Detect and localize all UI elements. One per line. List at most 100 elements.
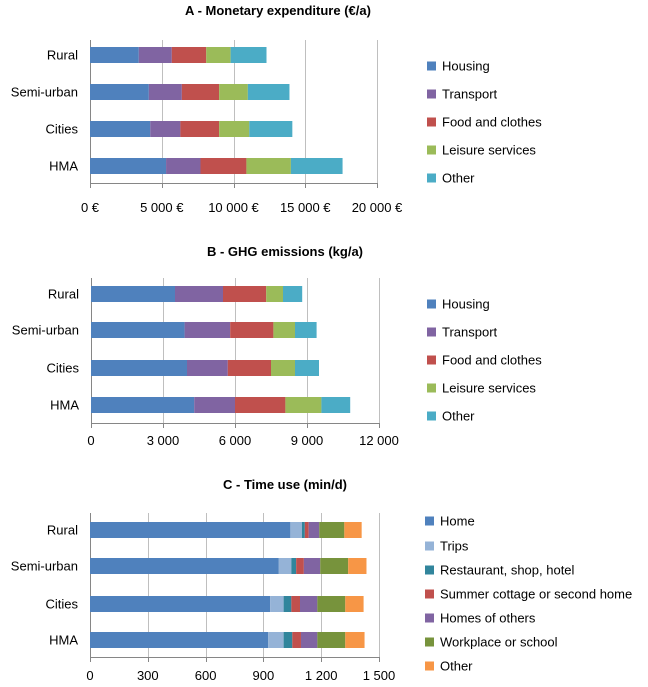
legend-label: Housing xyxy=(442,59,490,74)
legend-swatch xyxy=(427,355,436,365)
x-tick-label: 0 xyxy=(86,668,93,683)
x-tick-label: 10 000 € xyxy=(208,200,259,215)
chart-title: C - Time use (min/d) xyxy=(223,477,347,492)
bar-segment xyxy=(270,596,284,612)
bar-segment xyxy=(175,286,223,302)
bar-segment xyxy=(317,596,346,612)
legend-swatch xyxy=(425,516,434,526)
bar-segment xyxy=(206,47,231,63)
x-tick-label: 300 xyxy=(137,668,159,683)
bar-segment xyxy=(90,522,291,538)
category-label: Rural xyxy=(47,523,78,538)
legend-label: Other xyxy=(442,171,475,186)
legend-swatch xyxy=(425,589,434,599)
bar-segment xyxy=(194,397,235,413)
legend-swatch xyxy=(425,661,434,671)
legend-label: Summer cottage or second home xyxy=(440,587,632,602)
x-tick-label: 600 xyxy=(195,668,217,683)
bar-segment xyxy=(219,84,248,100)
bar-segment xyxy=(283,596,292,612)
bar-segment xyxy=(247,84,290,100)
x-tick-label: 900 xyxy=(253,668,275,683)
bar-segment xyxy=(91,286,175,302)
legend-swatch xyxy=(427,327,436,337)
bar-segment xyxy=(171,47,207,63)
legend-swatch xyxy=(427,383,436,393)
legend-label: Other xyxy=(440,659,473,674)
bar-segment xyxy=(319,522,345,538)
legend-label: Transport xyxy=(442,325,498,340)
x-tick-label: 1 500 xyxy=(363,668,396,683)
bar-segment xyxy=(308,522,320,538)
legend-label: Workplace or school xyxy=(440,635,558,650)
bar-segment xyxy=(148,84,182,100)
bar-segment xyxy=(317,632,346,648)
bar-segment xyxy=(91,360,187,376)
legend-label: Leisure services xyxy=(442,381,536,396)
bar-segment xyxy=(278,558,292,574)
bar-segment xyxy=(166,158,201,174)
bar-segment xyxy=(295,360,319,376)
bar-segment xyxy=(90,632,269,648)
legend-label: Leisure services xyxy=(442,143,536,158)
legend-swatch xyxy=(427,145,436,155)
x-tick-label: 9 000 xyxy=(291,433,324,448)
x-tick-label: 12 000 xyxy=(359,433,399,448)
bar-segment xyxy=(273,322,295,338)
legend-swatch xyxy=(425,565,434,575)
chart-title: A - Monetary expenditure (€/a) xyxy=(185,3,371,18)
bar-segment xyxy=(91,322,185,338)
bar-segment xyxy=(345,632,365,648)
bar-segment xyxy=(300,596,318,612)
bar-segment xyxy=(321,397,351,413)
bar-segment xyxy=(283,286,303,302)
x-tick-label: 5 000 € xyxy=(140,200,184,215)
legend-swatch xyxy=(427,299,436,309)
x-tick-label: 15 000 € xyxy=(280,200,331,215)
category-label: Rural xyxy=(48,287,79,302)
bar-segment xyxy=(90,84,149,100)
bar-segment xyxy=(266,286,283,302)
legend-swatch xyxy=(427,173,436,183)
bar-segment xyxy=(227,360,271,376)
legend-swatch xyxy=(427,61,436,71)
bar-segment xyxy=(235,397,286,413)
bar-segment xyxy=(291,558,297,574)
category-label: Semi-urban xyxy=(12,323,79,338)
legend-label: Trips xyxy=(440,539,469,554)
bar-segment xyxy=(300,632,318,648)
bar-segment xyxy=(246,158,291,174)
legend-label: Food and clothes xyxy=(442,115,542,130)
bar-segment xyxy=(200,158,247,174)
legend-label: Food and clothes xyxy=(442,353,542,368)
legend-swatch xyxy=(425,613,434,623)
category-label: Cities xyxy=(45,597,78,612)
bar-segment xyxy=(219,121,250,137)
legend-label: Homes of others xyxy=(440,611,536,626)
bar-segment xyxy=(181,84,220,100)
category-label: Cities xyxy=(46,361,79,376)
x-tick-label: 3 000 xyxy=(147,433,180,448)
bar-segment xyxy=(344,522,362,538)
bar-segment xyxy=(150,121,181,137)
category-label: Rural xyxy=(47,48,78,63)
bar-segment xyxy=(180,121,220,137)
legend-label: Restaurant, shop, hotel xyxy=(440,563,575,578)
bar-segment xyxy=(90,558,279,574)
category-label: HMA xyxy=(50,398,79,413)
bar-segment xyxy=(283,632,293,648)
legend-swatch xyxy=(427,411,436,421)
bar-segment xyxy=(290,158,343,174)
category-label: Semi-urban xyxy=(11,559,78,574)
bar-segment xyxy=(296,558,304,574)
bar-segment xyxy=(90,158,167,174)
category-label: Semi-urban xyxy=(11,85,78,100)
legend-label: Home xyxy=(440,514,475,529)
bar-segment xyxy=(230,322,274,338)
legend-label: Housing xyxy=(442,297,490,312)
x-tick-label: 0 xyxy=(87,433,94,448)
bar-segment xyxy=(230,47,267,63)
category-label: HMA xyxy=(49,159,78,174)
bar-segment xyxy=(184,322,231,338)
